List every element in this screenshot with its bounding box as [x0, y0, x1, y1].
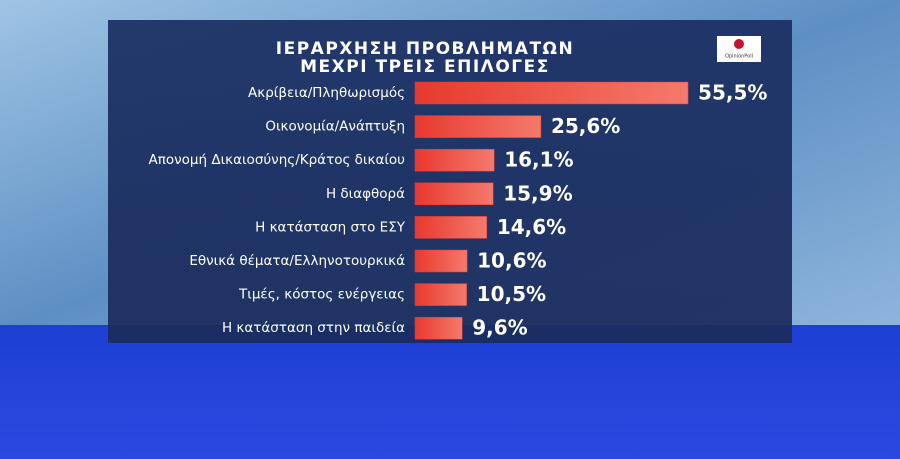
value-label: 10,6%	[477, 249, 546, 273]
bar	[414, 216, 488, 239]
category-label: Εθνικά θέματα/Ελληνοτουρκικά	[189, 253, 405, 269]
logo-icon	[734, 39, 744, 49]
category-label: Η κατάσταση στο ΕΣΥ	[255, 219, 406, 235]
category-label: Τιμές, κόστος ενέργειας	[238, 287, 405, 303]
value-label: 25,6%	[551, 114, 620, 138]
category-label: Η κατάσταση στην παιδεία	[222, 320, 405, 336]
value-label: 10,5%	[477, 282, 546, 306]
value-label: 15,9%	[503, 181, 572, 205]
chart-subtitle: ΜΕΧΡΙ ΤΡΕΙΣ ΕΠΙΛΟΓΕΣ	[300, 57, 550, 77]
bar	[414, 316, 463, 340]
value-label: 9,6%	[472, 316, 527, 340]
category-label: Οικονομία/Ανάπτυξη	[265, 119, 405, 135]
logo-text: OpinionPoll	[725, 54, 753, 60]
bar	[414, 148, 495, 172]
category-label: Ακρίβεια/Πληθωρισμός	[248, 85, 405, 101]
bar	[414, 182, 494, 206]
category-label: Απονομή Δικαιοσύνης/Κράτος δικαίου	[148, 152, 405, 168]
bar	[414, 283, 467, 306]
bar	[414, 81, 689, 105]
chart-title: ΙΕΡΑΡΧΗΣΗ ΠΡΟΒΛΗΜΑΤΩΝ	[276, 39, 574, 59]
bar	[414, 115, 542, 138]
bar	[414, 249, 468, 273]
value-label: 14,6%	[497, 215, 566, 239]
value-label: 55,5%	[698, 81, 767, 105]
value-label: 16,1%	[504, 148, 573, 172]
floor	[0, 325, 900, 459]
category-label: Η διαφθορά	[326, 186, 405, 202]
